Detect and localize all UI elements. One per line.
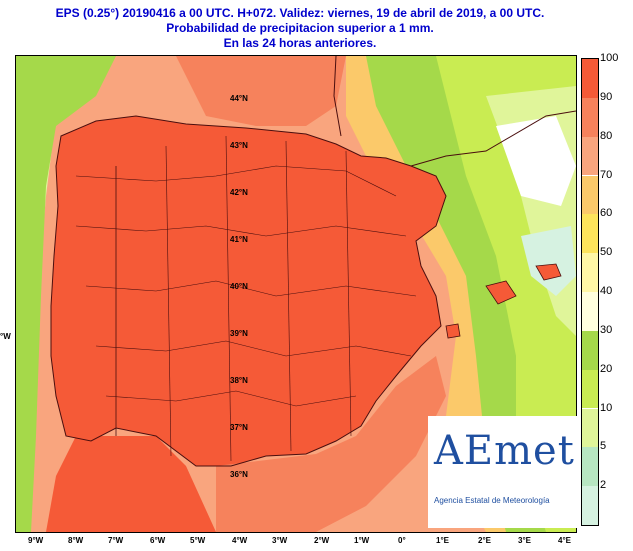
lat-label: 38°N xyxy=(230,376,248,385)
lat-label: 43°N xyxy=(230,141,248,150)
lon-label: 5°W xyxy=(190,536,206,545)
balearic-islands xyxy=(445,263,562,339)
map-canvas xyxy=(16,56,576,532)
france-coast xyxy=(333,56,342,137)
legend-label: 80 xyxy=(600,129,613,142)
header-line-2: Probabilidad de precipitacion superior a… xyxy=(166,21,434,35)
biscay-field xyxy=(176,56,346,126)
legend-label: 2 xyxy=(600,479,607,492)
legend-label: 70 xyxy=(600,168,613,181)
legend-band xyxy=(582,136,598,176)
legend-band xyxy=(582,447,598,487)
legend-band xyxy=(582,253,598,292)
lat-label: 37°N xyxy=(230,423,248,432)
province-borders xyxy=(75,135,417,462)
alboran-field xyxy=(216,356,446,532)
legend-label: 10 xyxy=(600,401,613,414)
legend-label: 20 xyxy=(600,362,613,375)
lat-label: 39°N xyxy=(230,329,248,338)
lat-label: 40°N xyxy=(230,282,248,291)
lat-label: 36°N xyxy=(230,470,248,479)
lat-label: 42°N xyxy=(230,188,248,197)
east-low-area xyxy=(521,226,576,296)
legend-band xyxy=(582,97,598,137)
legend-label: 40 xyxy=(600,285,613,297)
aemet-logo-word: AEmet xyxy=(434,428,575,474)
lon-label: 4°W xyxy=(232,536,248,545)
legend-band xyxy=(582,486,598,525)
lon-label: 2°W xyxy=(314,536,330,545)
atlantic-south-field xyxy=(46,436,216,532)
lon-label: 0° xyxy=(398,536,406,545)
west-green-field xyxy=(16,56,116,532)
lon-label: 7°W xyxy=(108,536,124,545)
lon-label: 2°E xyxy=(478,536,491,545)
legend-band xyxy=(582,175,598,215)
lon-label: 8°W xyxy=(68,536,84,545)
northeast-dry-area xyxy=(496,116,576,206)
header-line-1: EPS (0.25°) 20190416 a 00 UTC. H+072. Va… xyxy=(55,6,545,20)
lon-label: 1°E xyxy=(436,536,449,545)
lat-label: 44°N xyxy=(230,94,248,103)
aemet-logo-subtitle: Agencia Estatal de Meteorología xyxy=(434,496,550,505)
legend-band xyxy=(582,330,598,370)
lon-label: 6°W xyxy=(150,536,166,545)
legend-label: 100 xyxy=(600,52,619,64)
lon-label: 1°W xyxy=(354,536,370,545)
header-line-3: En las 24 horas anteriores. xyxy=(223,36,377,50)
legend-band xyxy=(582,369,598,409)
legend-band xyxy=(582,408,598,448)
legend-label: 30 xyxy=(600,323,613,336)
aemet-logo: AEmet Agencia Estatal de Meteorología xyxy=(428,416,578,528)
iberia-land-high-probability xyxy=(51,116,446,466)
legend-label: 5 xyxy=(600,440,607,453)
legend-band xyxy=(582,59,598,98)
left-edge-lon-label: °W xyxy=(0,332,11,341)
legend-label: 60 xyxy=(600,207,613,220)
legend-label: 50 xyxy=(600,246,613,259)
lat-label: 41°N xyxy=(230,235,248,244)
legend-label: 90 xyxy=(600,90,613,103)
lon-label: 9°W xyxy=(28,536,44,545)
lon-label: 4°E xyxy=(558,536,571,545)
legend-band xyxy=(582,214,598,254)
france-border xyxy=(410,110,576,167)
lon-label: 3°E xyxy=(518,536,531,545)
precipitation-map xyxy=(15,55,577,533)
lon-label: 3°W xyxy=(272,536,288,545)
legend-band xyxy=(582,292,598,331)
iberia-coastline xyxy=(50,115,447,467)
probability-legend xyxy=(581,58,599,526)
